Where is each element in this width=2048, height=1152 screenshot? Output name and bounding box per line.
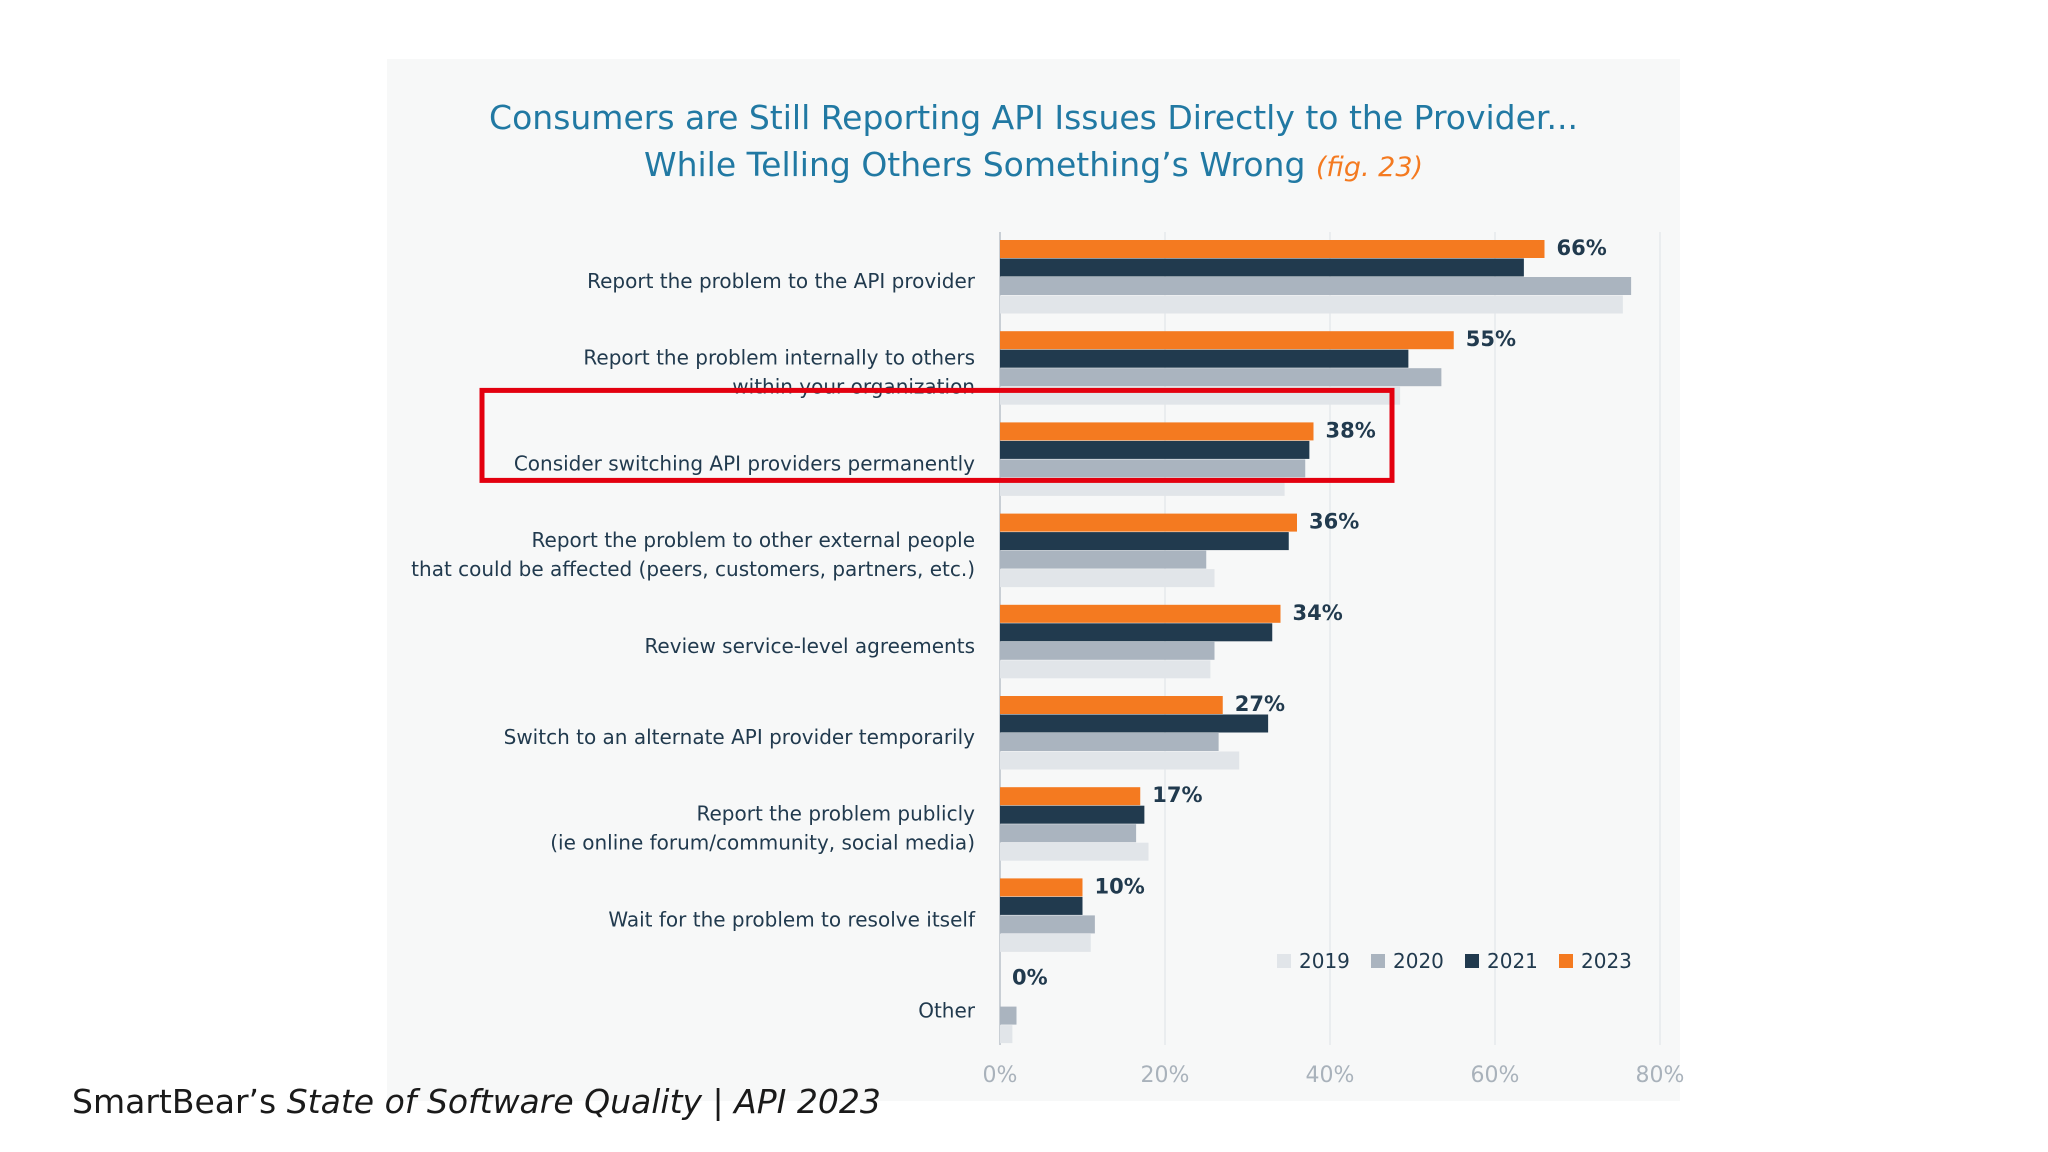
bar-2020-1 bbox=[1000, 368, 1442, 387]
category-label: Review service-level agreements bbox=[644, 634, 975, 658]
x-tick-label: 80% bbox=[1636, 1063, 1685, 1088]
x-tick-label: 0% bbox=[983, 1063, 1018, 1088]
bar-2020-7 bbox=[1000, 915, 1095, 934]
x-axis-ticks: 0% 20% 40% 60% 80% bbox=[983, 1063, 1685, 1088]
category-label: Wait for the problem to resolve itself bbox=[608, 907, 976, 931]
legend-swatch-2020 bbox=[1371, 954, 1385, 968]
bar-2020-5 bbox=[1000, 733, 1219, 751]
bar-2023-2 bbox=[1000, 422, 1314, 441]
bar-2019-4 bbox=[1000, 660, 1211, 679]
bar-2021-4 bbox=[1000, 623, 1273, 642]
bar-2019-0 bbox=[1000, 295, 1623, 314]
bar-2020-2 bbox=[1000, 459, 1306, 478]
legend-label-2019: 2019 bbox=[1299, 949, 1350, 973]
chart-title-line-1: Consumers are Still Reporting API Issues… bbox=[489, 98, 1578, 137]
data-labels: 66% 55% 38% 36% 34% 27% 17% 10% 0% bbox=[1012, 236, 1607, 990]
bar-2023-5 bbox=[1000, 696, 1223, 714]
data-label: 27% bbox=[1235, 692, 1285, 716]
source-caption: SmartBear’s State of Software Quality | … bbox=[72, 1082, 881, 1121]
bar-2021-0 bbox=[1000, 258, 1524, 277]
bar-2023-1 bbox=[1000, 331, 1454, 350]
category-label: Report the problem internally to others bbox=[583, 346, 975, 370]
bar-2021-6 bbox=[1000, 805, 1145, 824]
bar-2020-0 bbox=[1000, 277, 1632, 295]
legend: 2019 2020 2021 2023 bbox=[1277, 949, 1632, 973]
x-tick-label: 40% bbox=[1306, 1063, 1355, 1088]
data-label: 55% bbox=[1466, 327, 1516, 351]
caption-title: State of Software Quality | API 2023 bbox=[286, 1082, 881, 1121]
category-label: (ie online forum/community, social media… bbox=[550, 831, 975, 855]
bar-2021-5 bbox=[1000, 714, 1269, 733]
bar-2019-8 bbox=[1000, 1025, 1013, 1044]
data-label: 0% bbox=[1012, 966, 1048, 990]
category-label: Report the problem to the API provider bbox=[587, 269, 976, 293]
bar-2023-0 bbox=[1000, 240, 1545, 258]
bar-2021-7 bbox=[1000, 896, 1083, 915]
data-label: 34% bbox=[1293, 601, 1343, 625]
data-label: 10% bbox=[1095, 874, 1145, 898]
chart-title-line-2-text: While Telling Others Something’s Wrong bbox=[643, 145, 1306, 184]
bar-2023-4 bbox=[1000, 604, 1281, 623]
highlight-box-layer bbox=[479, 387, 1395, 483]
bars bbox=[1000, 240, 1632, 1044]
bar-2020-8 bbox=[1000, 1006, 1017, 1025]
chart-title-line-2: While Telling Others Something’s Wrong (… bbox=[387, 141, 1680, 191]
category-label: Consider switching API providers permane… bbox=[514, 451, 975, 475]
legend-swatch-2023 bbox=[1559, 954, 1573, 968]
category-labels: Report the problem to the API provider Re… bbox=[411, 269, 976, 1023]
legend-swatch-2021 bbox=[1465, 954, 1479, 968]
bar-2019-3 bbox=[1000, 569, 1215, 588]
category-label: Report the problem to other external peo… bbox=[532, 528, 975, 552]
legend-label-2020: 2020 bbox=[1393, 949, 1444, 973]
bar-2020-4 bbox=[1000, 641, 1215, 660]
bar-2020-6 bbox=[1000, 824, 1137, 843]
bar-2023-7 bbox=[1000, 878, 1083, 897]
bar-2021-2 bbox=[1000, 440, 1310, 459]
category-label: Report the problem publicly bbox=[696, 802, 975, 826]
data-label: 66% bbox=[1557, 236, 1607, 260]
bar-2019-7 bbox=[1000, 933, 1091, 952]
figure-label: (fig. 23) bbox=[1315, 152, 1424, 183]
chart-title: Consumers are Still Reporting API Issues… bbox=[387, 94, 1680, 191]
x-tick-label: 20% bbox=[1141, 1063, 1190, 1088]
data-label: 17% bbox=[1152, 783, 1202, 807]
category-label: that could be affected (peers, customers… bbox=[411, 557, 975, 581]
bar-2019-5 bbox=[1000, 751, 1240, 770]
highlight-box bbox=[479, 387, 1395, 483]
legend-swatch-2019 bbox=[1277, 954, 1291, 968]
bar-2023-6 bbox=[1000, 787, 1141, 806]
bar-2023-3 bbox=[1000, 513, 1297, 532]
category-label: within your organization bbox=[732, 375, 975, 399]
bar-2021-1 bbox=[1000, 349, 1409, 368]
category-label: Switch to an alternate API provider temp… bbox=[504, 725, 976, 749]
category-label: Other bbox=[918, 999, 976, 1023]
bar-2021-3 bbox=[1000, 532, 1289, 551]
legend-label-2021: 2021 bbox=[1487, 949, 1538, 973]
data-label: 38% bbox=[1326, 418, 1376, 442]
caption-prefix: SmartBear’s bbox=[72, 1082, 287, 1121]
bar-2020-3 bbox=[1000, 550, 1207, 569]
x-tick-label: 60% bbox=[1471, 1063, 1520, 1088]
legend-label-2023: 2023 bbox=[1581, 949, 1632, 973]
data-label: 36% bbox=[1309, 510, 1359, 534]
bar-2019-6 bbox=[1000, 842, 1149, 861]
